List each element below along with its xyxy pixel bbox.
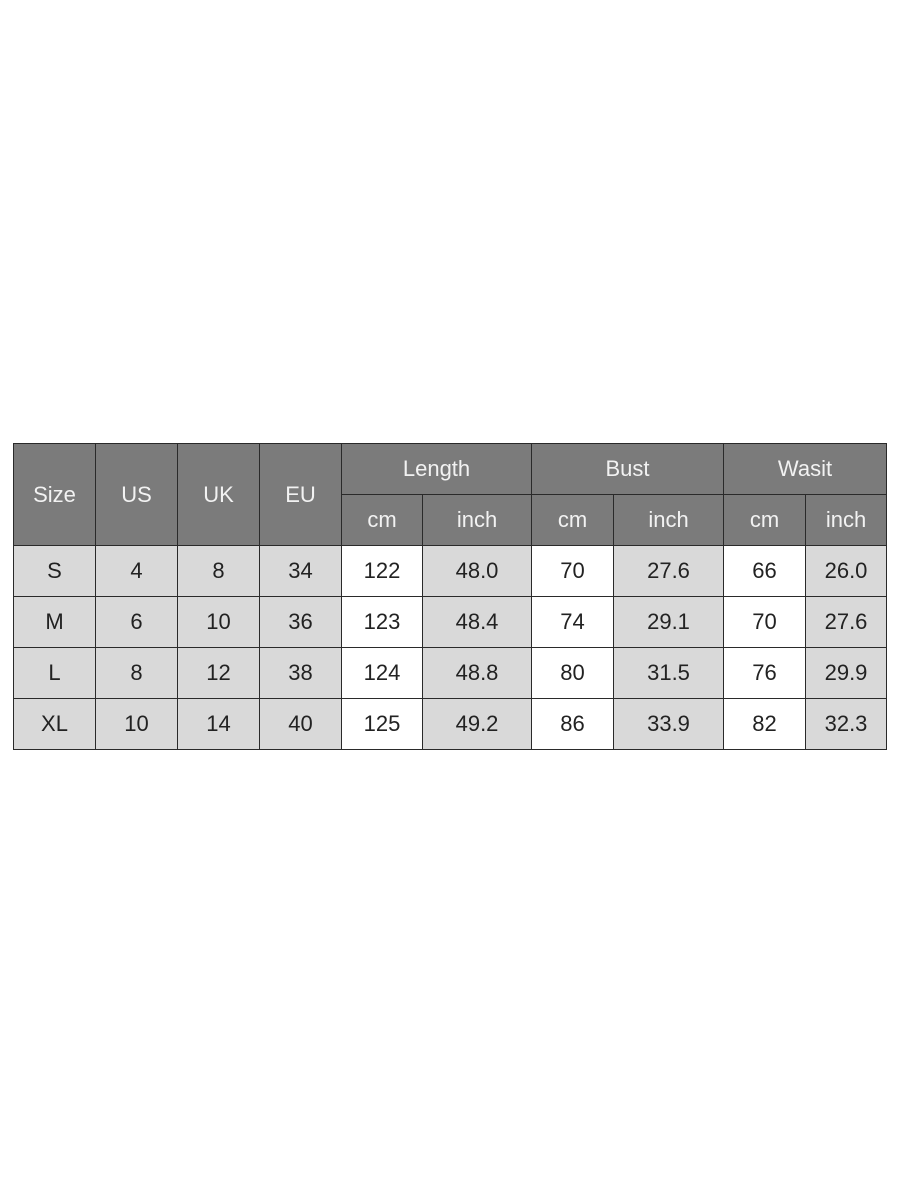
table-cell: 8 <box>177 545 260 597</box>
table-cell: 48.8 <box>421 647 533 699</box>
header-unit-cm: cm <box>723 494 807 546</box>
table-cell: 86 <box>531 698 615 750</box>
header-bust: Bust <box>531 443 725 495</box>
table-cell: 49.2 <box>421 698 533 750</box>
table-cell: 38 <box>259 647 342 699</box>
header-us: US <box>95 443 178 546</box>
table-cell: 32.3 <box>805 698 888 750</box>
header-unit-inch: inch <box>613 494 725 546</box>
table-row: M 6 10 36 123 48.4 74 29.1 70 27.6 <box>13 596 888 648</box>
header-eu: EU <box>259 443 342 546</box>
table-cell: 8 <box>95 647 178 699</box>
table-cell: 34 <box>259 545 342 597</box>
header-size: Size <box>13 443 96 546</box>
table-cell: 80 <box>531 647 615 699</box>
table-cell: 36 <box>259 596 342 648</box>
table-cell: 14 <box>177 698 260 750</box>
table-cell: 12 <box>177 647 260 699</box>
table-cell: S <box>13 545 96 597</box>
table-cell: 10 <box>95 698 178 750</box>
table-cell: 122 <box>341 545 423 597</box>
table-cell: 10 <box>177 596 260 648</box>
header-unit-cm: cm <box>341 494 423 546</box>
table-cell: 124 <box>341 647 423 699</box>
table-cell: 123 <box>341 596 423 648</box>
size-chart-table: Size US UK EU Length Bust Wasit cm inch cm… <box>13 443 888 750</box>
table-cell: 29.1 <box>613 596 725 648</box>
header-unit-inch: inch <box>421 494 533 546</box>
table-cell: 4 <box>95 545 178 597</box>
table-cell: 76 <box>723 647 807 699</box>
table-cell: L <box>13 647 96 699</box>
table-row: S 4 8 34 122 48.0 70 27.6 66 26.0 <box>13 545 888 597</box>
header-waist: Wasit <box>723 443 888 495</box>
header-length: Length <box>340 443 533 495</box>
table-cell: 27.6 <box>805 596 888 648</box>
table-cell: 31.5 <box>613 647 725 699</box>
header-unit-cm: cm <box>531 494 615 546</box>
table-cell: 40 <box>259 698 342 750</box>
table-cell: M <box>13 596 96 648</box>
table-cell: 6 <box>95 596 178 648</box>
header-unit-inch: inch <box>805 494 888 546</box>
table-cell: 29.9 <box>805 647 888 699</box>
table-cell: 70 <box>723 596 807 648</box>
table-cell: 66 <box>723 545 807 597</box>
table-cell: 48.0 <box>421 545 533 597</box>
table-cell: XL <box>13 698 96 750</box>
table-row: L 8 12 38 124 48.8 80 31.5 76 29.9 <box>13 647 888 699</box>
table-cell: 33.9 <box>613 698 725 750</box>
table-cell: 82 <box>723 698 807 750</box>
table-cell: 74 <box>531 596 615 648</box>
table-cell: 125 <box>341 698 423 750</box>
table-row: XL 10 14 40 125 49.2 86 33.9 82 32.3 <box>13 698 888 750</box>
table-cell: 70 <box>531 545 615 597</box>
table-cell: 27.6 <box>613 545 725 597</box>
header-uk: UK <box>177 443 260 546</box>
table-cell: 48.4 <box>421 596 533 648</box>
table-cell: 26.0 <box>805 545 888 597</box>
